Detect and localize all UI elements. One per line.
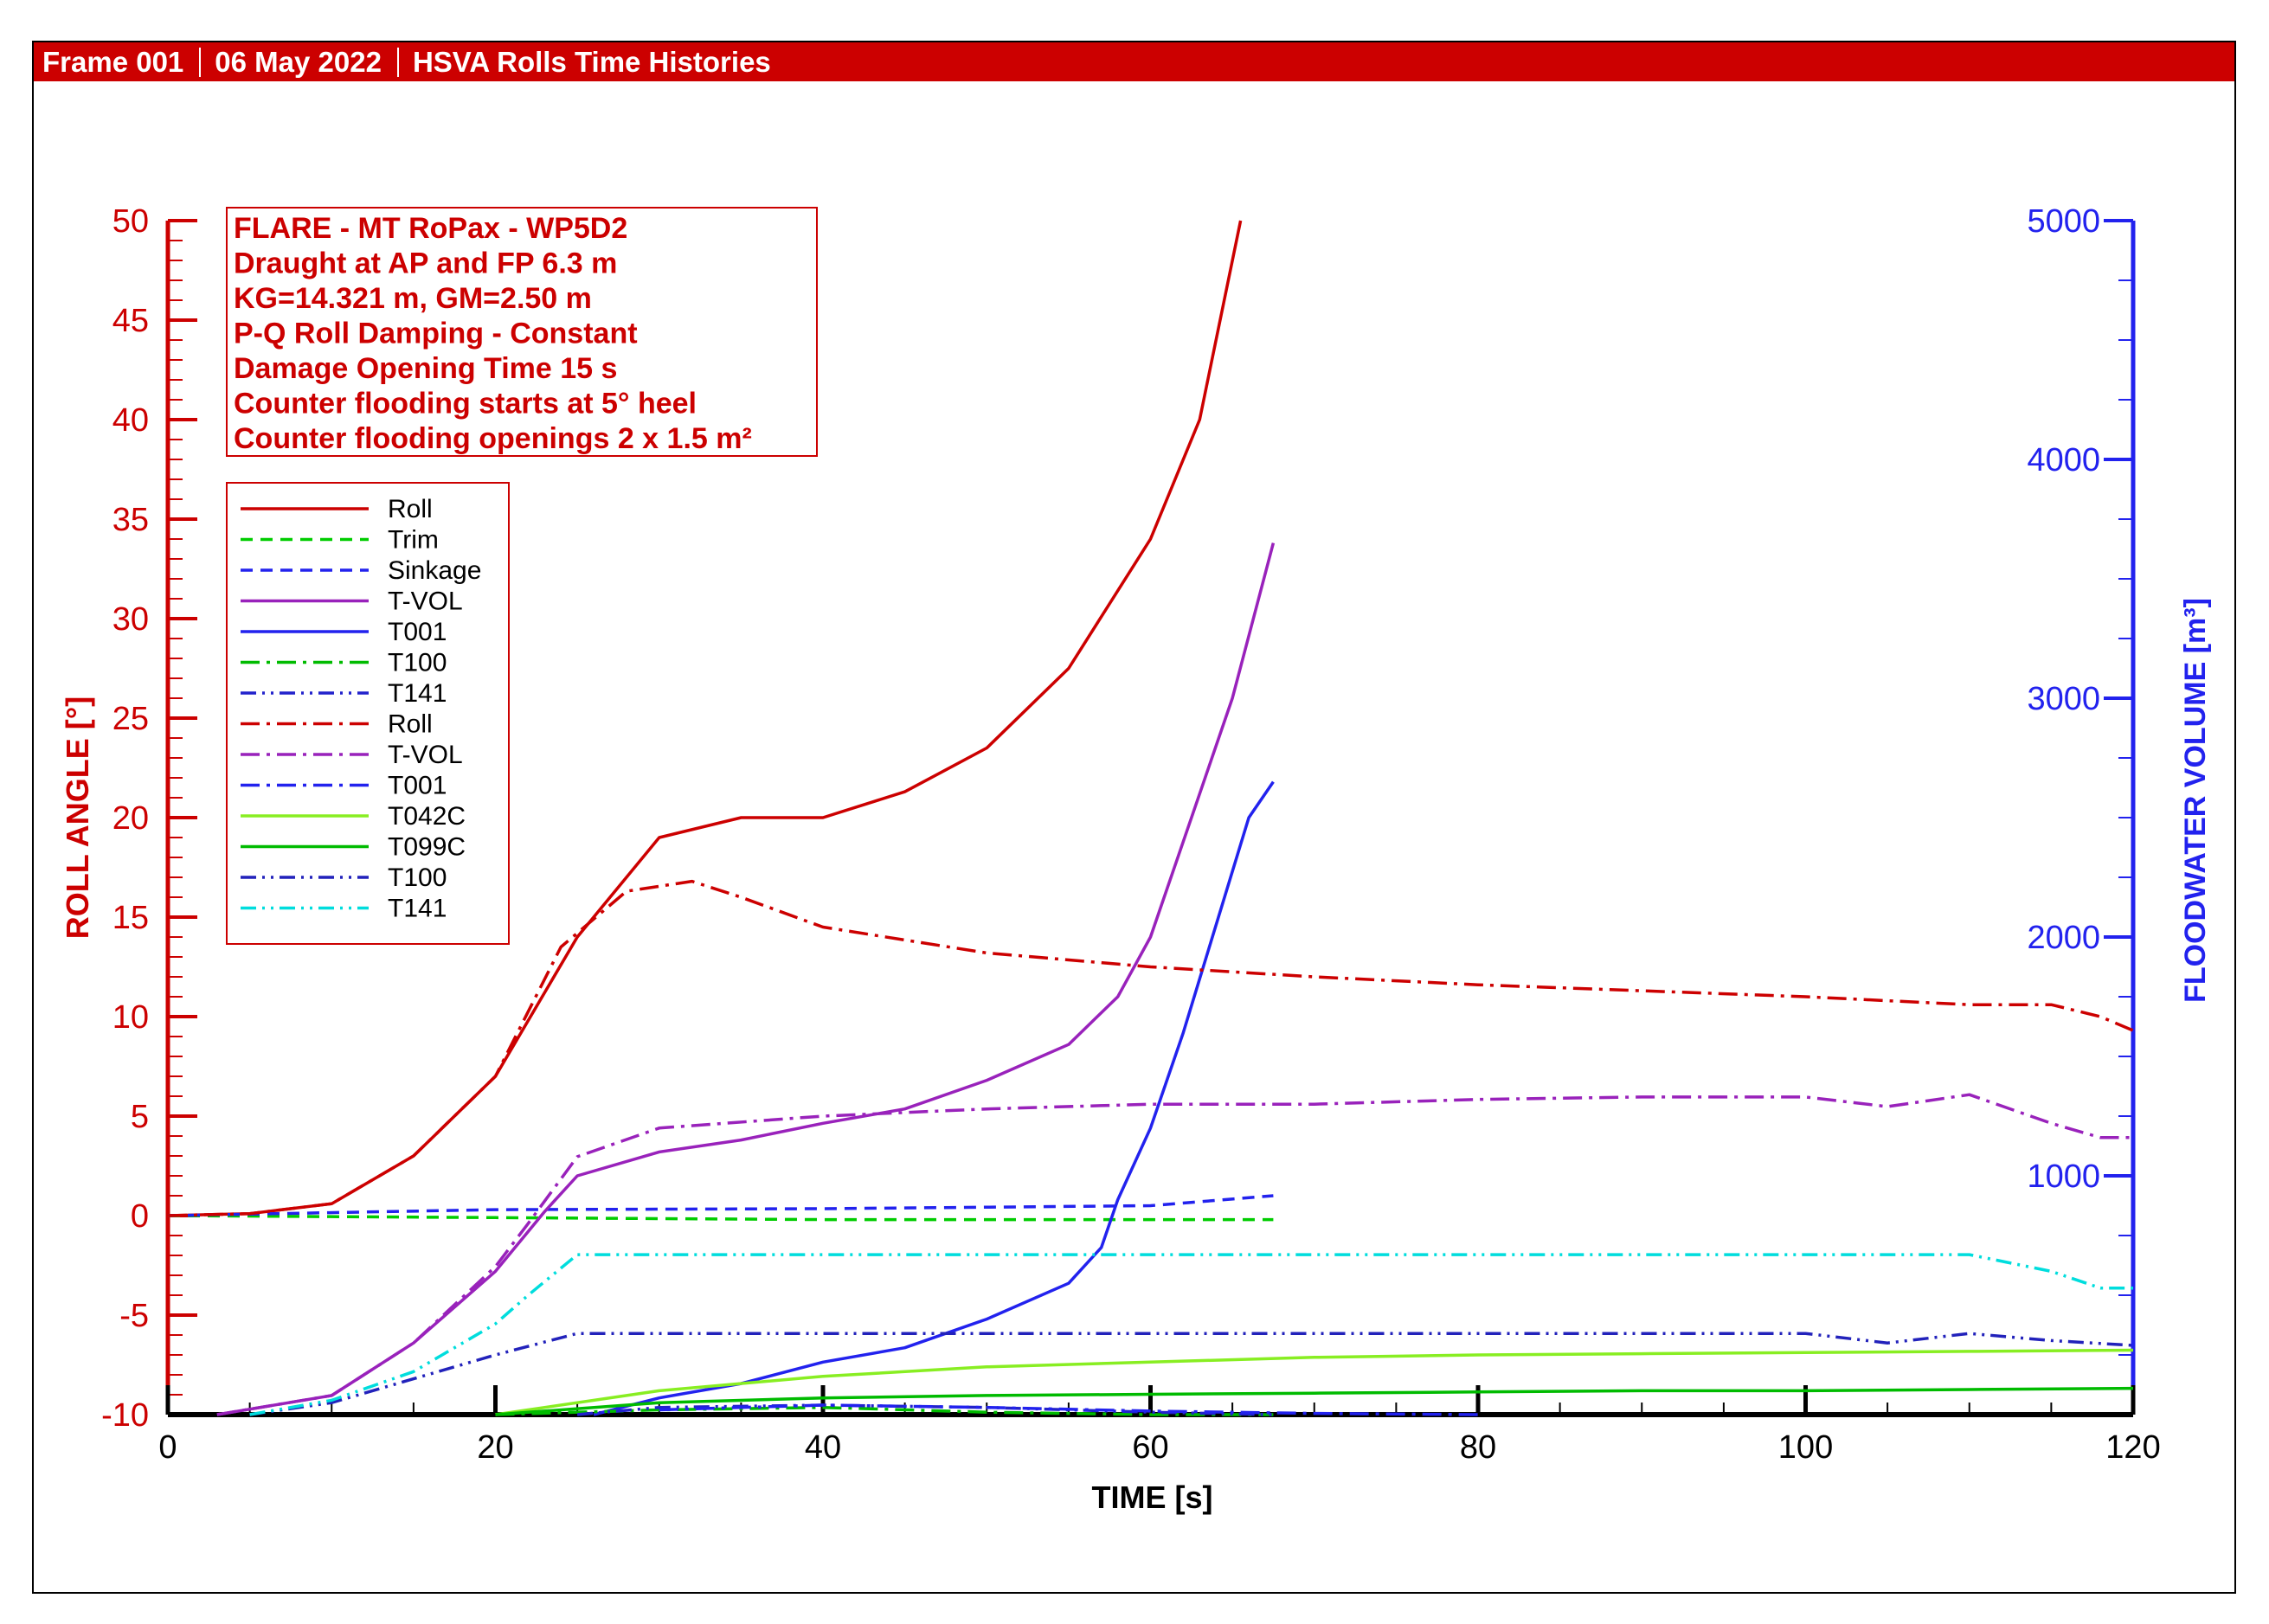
frame-number: Frame 001 <box>42 45 184 78</box>
left-axis-tick-label: 35 <box>112 502 149 538</box>
legend-entry-label: T001 <box>388 618 447 646</box>
frame-header: Frame 001 06 May 2022 HSVA Rolls Time Hi… <box>34 42 2234 81</box>
info-box-line: Draught at AP and FP 6.3 m <box>234 247 617 280</box>
legend-entry-label: T100 <box>388 863 447 892</box>
bottom-axis-tick-label: 60 <box>1132 1429 1168 1466</box>
right-axis-tick-label: 5000 <box>2027 203 2100 240</box>
series-line-trim-1 <box>167 1214 1274 1222</box>
series-line-roll-7 <box>167 879 2134 1217</box>
left-axis-tick-label: 20 <box>112 800 149 837</box>
legend-entry-label: Trim <box>388 526 439 555</box>
series-line-t099c-11 <box>495 1386 2134 1416</box>
info-box-line: FLARE - MT RoPax - WP5D2 <box>234 212 627 245</box>
series-line-t-vol-3 <box>216 542 1276 1416</box>
series-line-sinkage-2 <box>167 1194 1274 1217</box>
left-axis-tick-label: -5 <box>119 1298 149 1334</box>
legend-entry-label: T141 <box>388 895 447 923</box>
left-axis-tick-label: 25 <box>112 701 149 737</box>
right-axis-tick-label: 1000 <box>2027 1159 2100 1195</box>
legend-entry-label: T100 <box>388 649 447 677</box>
frame-title: HSVA Rolls Time Histories <box>412 45 771 78</box>
legend-entry-label: T-VOL <box>388 587 463 616</box>
frame-date: 06 May 2022 <box>215 45 382 78</box>
bottom-axis-tick-label: 40 <box>805 1429 841 1466</box>
left-axis-tick-label: 45 <box>112 303 149 339</box>
left-axis-tick-label: 5 <box>131 1099 149 1135</box>
legend-entry-label: Roll <box>388 495 433 523</box>
bottom-axis-tick-label: 80 <box>1460 1429 1496 1466</box>
info-box-line: Damage Opening Time 15 s <box>234 352 617 385</box>
right-axis-tick-label: 4000 <box>2027 442 2100 478</box>
series-line-t-vol-8 <box>216 1093 2133 1416</box>
legend-entry-label: Roll <box>388 710 433 739</box>
bottom-axis-tick-label: 0 <box>158 1429 177 1466</box>
bottom-axis-title: TIME [s] <box>1092 1480 1213 1515</box>
right-axis-title: FLOODWATER VOLUME [m³] <box>2179 598 2212 1003</box>
legend-entry-label: T001 <box>388 772 447 800</box>
info-box-frame <box>226 207 818 457</box>
series-line-t141-13 <box>249 1253 2133 1416</box>
info-box-line: Counter flooding openings 2 x 1.5 m² <box>234 422 752 455</box>
series-line-t001-9 <box>659 1403 1479 1416</box>
legend-entry-label: T099C <box>388 833 466 862</box>
legend-entry-label: T-VOL <box>388 741 463 769</box>
legend-entry-label: T042C <box>388 802 466 831</box>
right-axis-tick-label: 3000 <box>2027 681 2100 717</box>
info-box-line: KG=14.321 m, GM=2.50 m <box>234 282 592 315</box>
legend-frame <box>226 482 510 945</box>
bottom-axis-tick-label: 20 <box>477 1429 513 1466</box>
legend: RollTrimSinkageT-VOLT001T100T141RollT-VO… <box>226 482 510 945</box>
left-axis-tick-label: 50 <box>112 203 149 240</box>
series-line-t100-5 <box>495 1405 1274 1416</box>
header-separator <box>396 47 399 77</box>
series-line-t001-4 <box>593 780 1275 1416</box>
legend-entry-label: T141 <box>388 679 447 708</box>
bottom-axis-tick-label: 120 <box>2105 1429 2160 1466</box>
info-box-line: Counter flooding starts at 5° heel <box>234 388 697 420</box>
left-axis-tick-label: 0 <box>131 1198 149 1235</box>
series-line-t042c-10 <box>495 1348 2134 1416</box>
left-axis-tick-label: 15 <box>112 900 149 936</box>
legend-entry-label: Sinkage <box>388 556 481 585</box>
bottom-axis-tick-label: 100 <box>1778 1429 1833 1466</box>
left-axis-tick-label: 40 <box>112 402 149 439</box>
header-separator <box>199 47 202 77</box>
info-box-line: P-Q Roll Damping - Constant <box>234 318 638 350</box>
left-axis-tick-label: -10 <box>101 1397 149 1434</box>
series-lines <box>167 220 2134 1416</box>
left-axis-tick-label: 10 <box>112 999 149 1036</box>
series-line-t100-12 <box>249 1332 2134 1416</box>
left-axis-tick-label: 30 <box>112 601 149 638</box>
left-axis-title: ROLL ANGLE [°] <box>60 696 95 939</box>
right-axis-tick-label: 2000 <box>2027 920 2100 956</box>
